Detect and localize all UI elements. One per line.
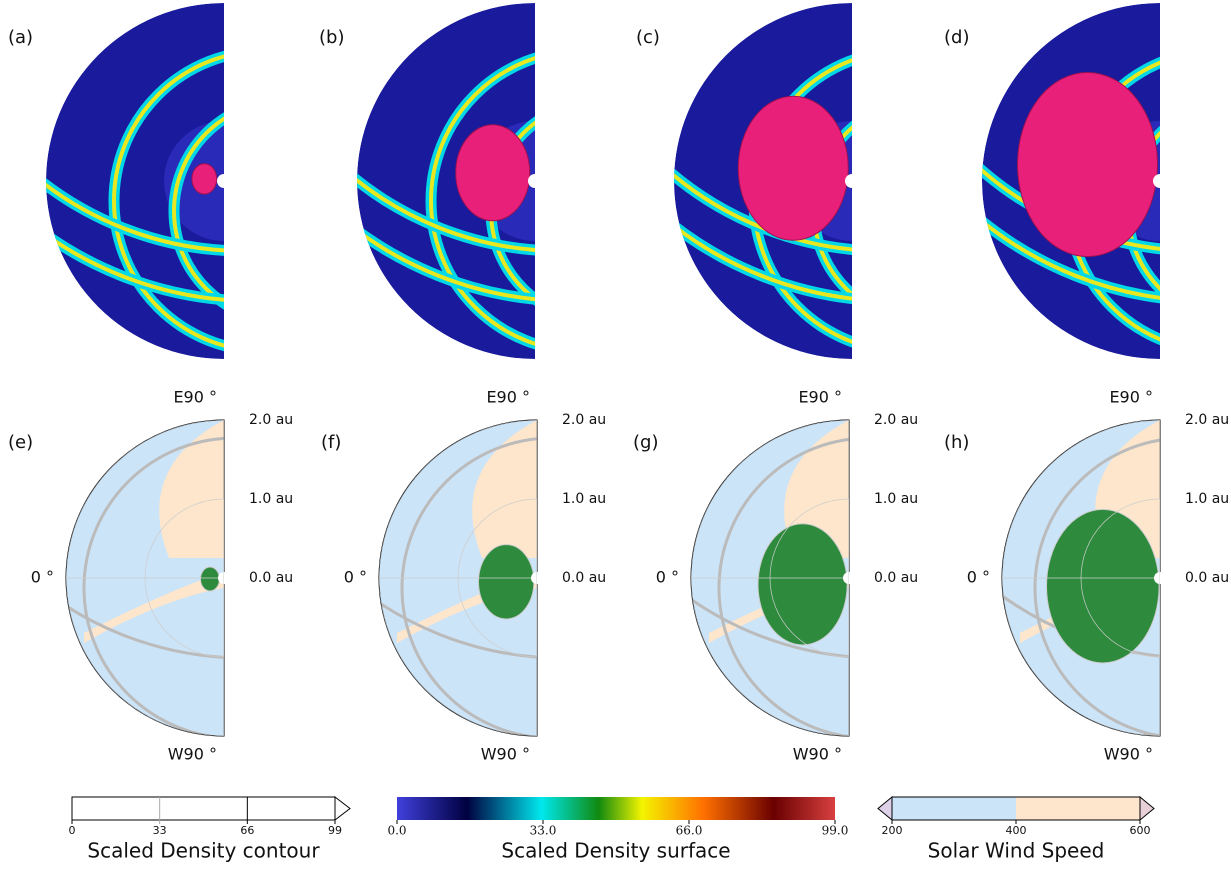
- density-arc: [1033, 436, 1160, 736]
- r-tick-label: 0.0 au: [1185, 570, 1229, 586]
- colorbar-title: Scaled Density contour: [87, 839, 320, 863]
- tick-label: 200: [882, 824, 903, 837]
- cme-footprint: [757, 523, 848, 646]
- tick-label: 0: [69, 824, 76, 837]
- r-tick-label: 1.0 au: [249, 491, 293, 507]
- top-label: E90 °: [173, 388, 217, 407]
- panel-label: (h): [944, 432, 969, 453]
- r-tick-label: 2.0 au: [562, 412, 606, 428]
- top-label: E90 °: [798, 388, 842, 407]
- panel-label: (d): [944, 27, 969, 48]
- fast-band: [84, 573, 224, 643]
- r-grid: [379, 420, 537, 736]
- cme: [191, 163, 218, 195]
- cme-footprint: [478, 544, 535, 620]
- panel-label: (g): [633, 432, 658, 453]
- tick-label: 66.0: [676, 824, 703, 838]
- fast-band: [1016, 797, 1140, 820]
- left-label: 0 °: [344, 568, 367, 587]
- cme-footprint: [1046, 508, 1160, 664]
- bottom-label: W90 °: [481, 745, 530, 764]
- tick-label: 99: [328, 824, 342, 837]
- r-grid: [1002, 420, 1160, 736]
- r-grid: [1080, 498, 1160, 658]
- panel-label: (e): [8, 432, 33, 453]
- spiral-core: [172, 99, 224, 323]
- slow-band: [892, 797, 1016, 820]
- colorbar-title: Solar Wind Speed: [928, 839, 1105, 863]
- r-tick-label: 0.0 au: [562, 570, 606, 586]
- extend: [334, 795, 351, 822]
- top-label: E90 °: [486, 388, 530, 407]
- tick-label: 33.0: [530, 824, 557, 838]
- panel-label: (f): [321, 432, 341, 453]
- sun: [528, 174, 542, 188]
- density-arc: [82, 436, 224, 736]
- tick-label: 600: [1130, 824, 1151, 837]
- r-grid: [691, 420, 849, 736]
- colorbar: [71, 796, 336, 821]
- colorbar-title: Scaled Density surface: [501, 839, 730, 863]
- r-grid: [144, 498, 224, 658]
- sun: [217, 174, 231, 188]
- tick-label: 99.0: [822, 824, 849, 838]
- r-tick-label: 2.0 au: [874, 412, 918, 428]
- disk: [357, 3, 535, 359]
- spiral-core: [429, 49, 535, 353]
- spiral-core: [112, 49, 224, 353]
- fast-wind: [472, 420, 537, 558]
- left-label: 0 °: [31, 568, 54, 587]
- extend-high: [1139, 795, 1155, 822]
- fast-wind: [159, 420, 224, 558]
- sun: [845, 174, 859, 188]
- r-tick-label: 1.0 au: [1185, 491, 1229, 507]
- panel-image: [674, 3, 852, 359]
- density-arc: [400, 436, 537, 736]
- extend-low: [877, 795, 893, 822]
- cme-footprint: [200, 566, 220, 592]
- bottom-label: W90 °: [793, 745, 842, 764]
- r-tick-label: 0.0 au: [249, 570, 293, 586]
- r-tick-label: 0.0 au: [874, 570, 918, 586]
- panel-label: (a): [8, 27, 33, 48]
- panel-label: (c): [636, 27, 660, 48]
- left-label: 0 °: [967, 568, 990, 587]
- tick-label: 400: [1006, 824, 1027, 837]
- r-tick-label: 1.0 au: [874, 491, 918, 507]
- panel-image: [357, 3, 535, 359]
- colorbar: [397, 797, 835, 820]
- panel-label: (b): [319, 27, 344, 48]
- left-label: 0 °: [656, 568, 679, 587]
- bottom-label: W90 °: [1104, 745, 1153, 764]
- cme: [737, 95, 849, 241]
- cme: [455, 124, 531, 222]
- density-arc: [717, 436, 849, 736]
- r-tick-label: 2.0 au: [249, 412, 293, 428]
- r-grid: [769, 498, 849, 658]
- cme: [1017, 72, 1158, 257]
- top-label: E90 °: [1109, 388, 1153, 407]
- panel-image: [46, 3, 224, 359]
- r-grid: [457, 498, 537, 658]
- panel-image: [982, 3, 1160, 359]
- tick-label: 66: [240, 824, 254, 837]
- r-tick-label: 2.0 au: [1185, 412, 1229, 428]
- bottom-label: W90 °: [168, 745, 217, 764]
- sun: [1153, 174, 1167, 188]
- tick-label: 0.0: [387, 824, 406, 838]
- tick-label: 33: [153, 824, 167, 837]
- r-tick-label: 1.0 au: [562, 491, 606, 507]
- disk: [46, 3, 224, 359]
- r-grid: [66, 420, 224, 736]
